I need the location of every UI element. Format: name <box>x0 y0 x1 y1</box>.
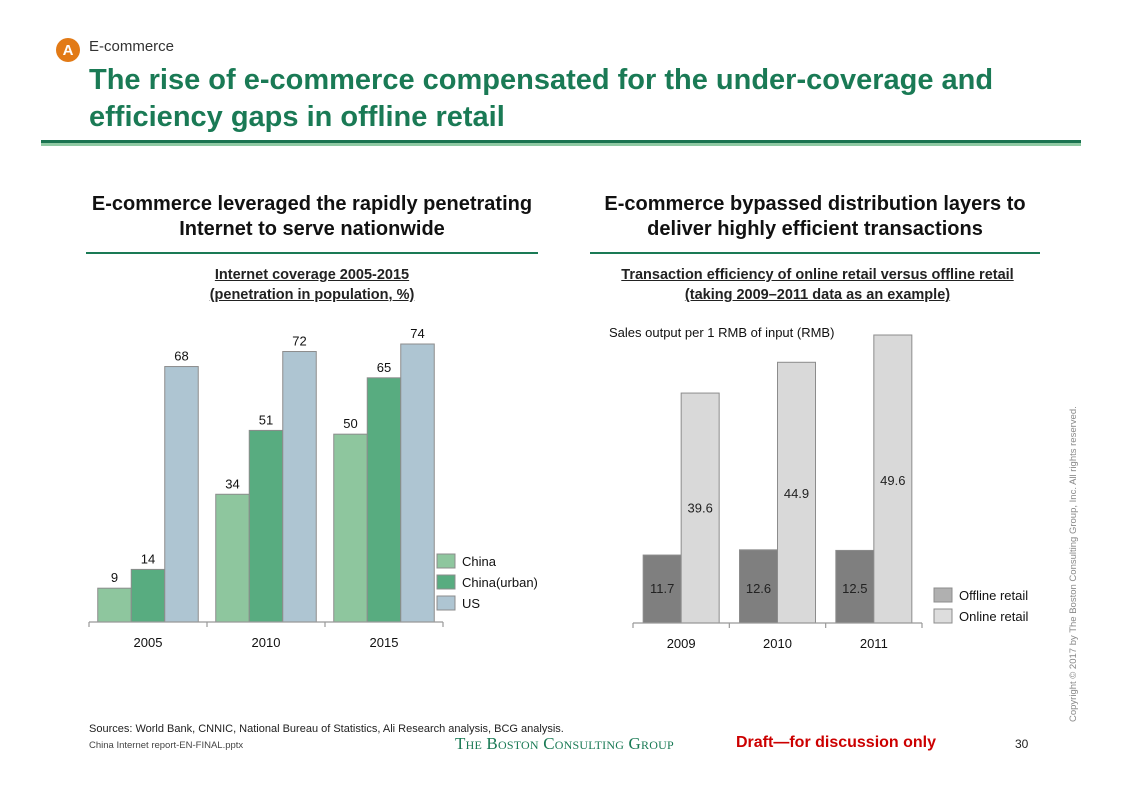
right-chart-title-line2: (taking 2009–2011 data as an example) <box>684 287 951 303</box>
x-tick-label: 2005 <box>134 635 163 650</box>
data-label: 72 <box>292 334 306 349</box>
legend-label-china: China <box>462 554 497 569</box>
bar-china-urban--2005 <box>130 568 166 623</box>
legend-swatch-online-retail <box>933 608 953 624</box>
left-chart-title-line1: Internet coverage 2005-2015 <box>214 267 410 283</box>
legend-label-online-retail: Online retail <box>959 609 1028 624</box>
data-label: 49.6 <box>880 473 905 488</box>
bar-online-retail-2011 <box>873 334 913 624</box>
x-tick-label: 2010 <box>252 635 281 650</box>
data-label: 11.7 <box>650 581 674 596</box>
data-label: 14 <box>141 551 155 566</box>
chart-subtitle: Sales output per 1 RMB of input (RMB) <box>609 325 834 340</box>
bar-us-2005 <box>164 366 199 623</box>
section-badge: A <box>56 38 80 62</box>
file-name: China Internet report-EN-FINAL.pptx <box>89 740 244 751</box>
bar-china-urban--2015 <box>366 377 402 623</box>
x-tick-label: 2011 <box>860 636 888 651</box>
left-heading: E-commerce leveraged the rapidly penetra… <box>91 193 533 240</box>
legend-label-offline-retail: Offline retail <box>959 588 1028 603</box>
data-label: 34 <box>225 476 239 491</box>
left-chart-title: Internet coverage 2005-2015 (penetration… <box>86 265 538 305</box>
bar-offline-retail-2009 <box>642 554 682 624</box>
data-label: 65 <box>377 360 391 375</box>
legend-swatch-china-urban- <box>436 574 456 590</box>
right-heading-rule <box>590 252 1040 254</box>
brand-logo: The Boston Consulting Group <box>455 734 674 753</box>
legend-label-us: US <box>462 596 480 611</box>
data-label: 9 <box>111 570 118 585</box>
copyright-notice: Copyright © 2017 by The Boston Consultin… <box>1068 406 1079 722</box>
right-chart-title: Transaction efficiency of online retail … <box>585 265 1050 305</box>
x-tick-label: 2010 <box>763 636 792 651</box>
left-chart-title-line2: (penetration in population, %) <box>209 287 415 303</box>
legend-swatch-offline-retail <box>933 587 953 603</box>
page-title: The rise of e-commerce compensated for t… <box>89 64 994 133</box>
draft-notice: Draft—for discussion only <box>736 734 937 751</box>
title-rule-accent <box>41 143 1081 146</box>
bar-china-2015 <box>333 433 368 623</box>
legend-swatch-us <box>436 595 456 611</box>
x-tick-label: 2009 <box>667 636 696 651</box>
data-label: 50 <box>343 416 357 431</box>
data-label: 74 <box>410 326 424 341</box>
sources-note: Sources: World Bank, CNNIC, National Bur… <box>89 723 564 735</box>
bar-china-2005 <box>97 587 132 623</box>
right-heading: E-commerce bypassed distribution layers … <box>604 193 1026 240</box>
left-heading-rule <box>86 252 538 254</box>
legend-swatch-china <box>436 553 456 569</box>
data-label: 51 <box>259 412 273 427</box>
data-label: 68 <box>174 349 188 364</box>
right-chart-title-line1: Transaction efficiency of online retail … <box>621 267 1014 283</box>
bar-us-2015 <box>400 343 435 623</box>
legend-label-china-urban-: China(urban) <box>462 575 538 590</box>
page-number: 30 <box>1015 737 1029 751</box>
data-label: 12.5 <box>842 581 867 596</box>
bar-china-urban--2010 <box>248 429 284 623</box>
section-label: E-commerce <box>89 38 175 55</box>
data-label: 39.6 <box>688 501 713 516</box>
title-rule <box>41 140 1081 143</box>
data-label: 44.9 <box>784 486 809 501</box>
data-label: 12.6 <box>746 581 771 596</box>
x-tick-label: 2015 <box>370 635 399 650</box>
